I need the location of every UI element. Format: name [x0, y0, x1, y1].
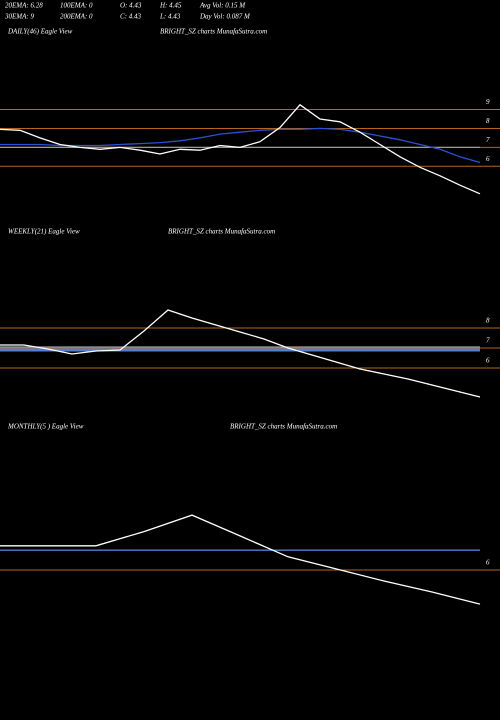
y-tick-label: 9	[486, 98, 490, 106]
y-tick-label: 7	[486, 337, 490, 345]
y-tick-label: 8	[486, 317, 490, 325]
y-tick-label: 6	[486, 155, 490, 163]
panel-title: DAILY(46) Eagle View	[7, 28, 73, 36]
panel-watermark: BRIGHT_SZ charts MunafaSutra.com	[168, 228, 275, 236]
y-tick-label: 8	[486, 117, 490, 125]
header-stat: C: 4.43	[120, 13, 142, 21]
panel-title: WEEKLY(21) Eagle View	[8, 228, 80, 236]
header-stat: H: 4.45	[159, 2, 182, 10]
header-stat: Day Vol: 0.087 M	[199, 13, 251, 21]
header-stat: 100EMA: 0	[60, 2, 93, 10]
price-line	[0, 103, 481, 195]
header-stat: Avg Vol: 0.15 M	[199, 2, 246, 10]
price-line	[0, 309, 481, 398]
header-stat: L: 4.43	[159, 13, 181, 21]
panel-watermark: BRIGHT_SZ charts MunafaSutra.com	[160, 28, 267, 36]
panel-watermark: BRIGHT_SZ charts MunafaSutra.com	[230, 423, 337, 431]
y-tick-label: 6	[486, 357, 490, 365]
price-line	[0, 514, 481, 605]
price-line	[0, 127, 481, 164]
header-stat: 20EMA: 6.28	[5, 2, 43, 10]
y-tick-label: 6	[486, 559, 490, 567]
y-tick-label: 7	[486, 136, 490, 144]
header-stat: 200EMA: 0	[60, 13, 93, 21]
header-stat: 30EMA: 9	[4, 13, 34, 21]
header-stat: O: 4.43	[120, 2, 142, 10]
panel-title: MONTHLY(5 ) Eagle View	[7, 423, 84, 431]
